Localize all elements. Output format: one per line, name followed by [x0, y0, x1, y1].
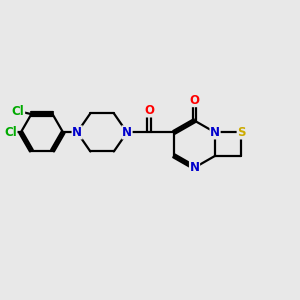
Text: O: O [144, 104, 154, 117]
Text: S: S [237, 126, 246, 139]
Text: O: O [190, 94, 200, 106]
Text: N: N [72, 126, 82, 139]
Text: N: N [210, 126, 220, 139]
Text: N: N [190, 161, 200, 174]
Text: Cl: Cl [12, 105, 25, 118]
Text: Cl: Cl [4, 126, 17, 139]
Text: N: N [122, 126, 132, 139]
